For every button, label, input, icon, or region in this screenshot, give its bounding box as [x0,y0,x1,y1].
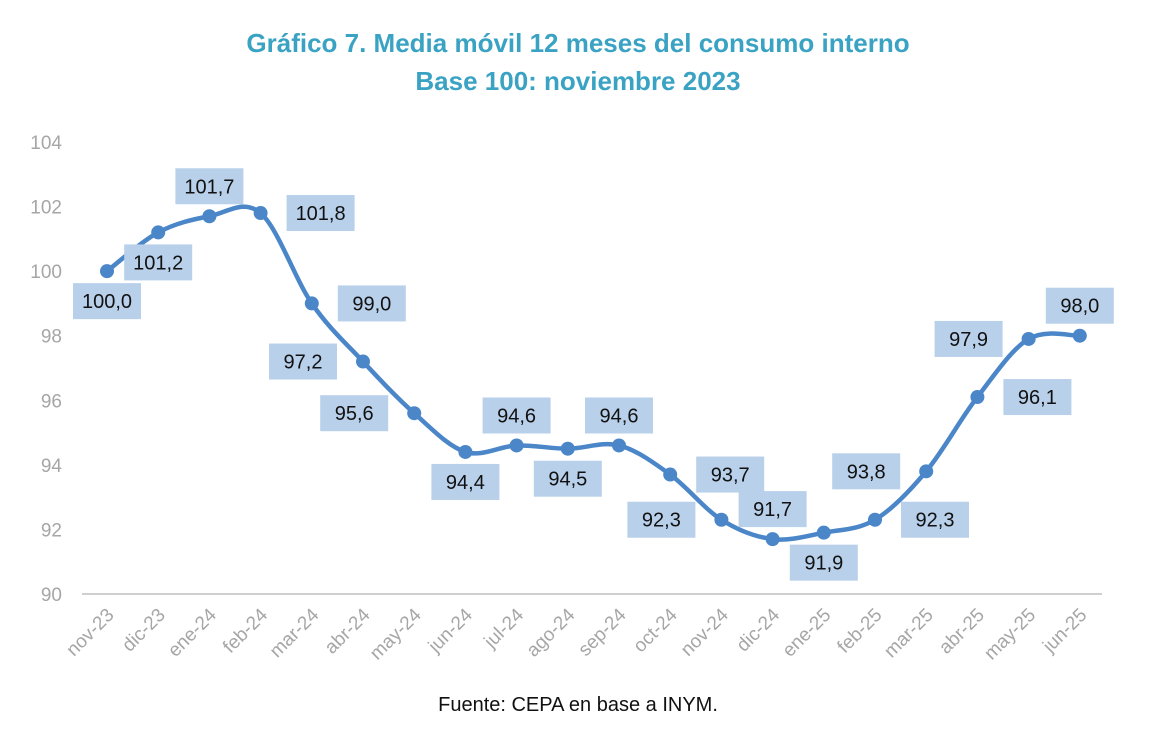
data-label: 101,8 [296,203,346,225]
x-tick-label: jul-24 [480,604,529,653]
data-point [868,512,882,527]
data-label-box [269,343,337,380]
data-label: 100,0 [82,291,132,313]
data-label-box [901,501,969,538]
data-point [151,225,166,240]
data-label: 95,6 [335,403,374,425]
data-point [458,444,473,459]
data-label-box [533,460,602,497]
data-label: 94,5 [548,469,587,491]
y-tick-label: 94 [41,456,63,477]
data-label-box [175,168,244,205]
data-point [356,354,370,369]
x-tick-label: nov-23 [63,605,119,661]
x-tick-label: mar-24 [266,604,324,662]
data-label-box [1045,287,1114,324]
data-label: 92,3 [916,510,955,532]
x-tick-label: feb-25 [834,605,887,658]
data-label-box [789,544,858,581]
data-point [1072,328,1087,343]
data-label-box [124,244,193,281]
data-point [560,441,575,456]
x-tick-label: mar-25 [880,605,937,662]
data-label-box [696,456,765,493]
data-label: 101,2 [133,252,183,274]
x-tick-label: dic-24 [733,604,785,656]
data-label-box [934,320,1003,357]
data-label: 97,9 [949,329,988,351]
x-tick-label: may-25 [980,605,1040,665]
data-label: 92,3 [642,510,681,532]
x-tick-label: jun-24 [424,604,477,657]
data-point [663,467,678,482]
data-label-box [1003,379,1072,416]
data-point [816,525,831,540]
data-label-box [320,395,389,432]
x-tick-label: feb-24 [219,604,272,657]
data-label-box [832,453,901,490]
x-tick-label: may-24 [366,604,426,664]
data-point [509,438,524,453]
data-point [714,512,729,527]
chart-title: Gráfico 7. Media móvil 12 meses del cons… [246,28,910,58]
data-label: 99,0 [352,293,391,315]
data-label-box [73,283,141,320]
data-label: 91,9 [804,553,843,575]
y-tick-label: 102 [30,198,62,219]
data-label: 94,4 [446,472,485,494]
data-point [202,209,217,224]
y-tick-label: 100 [30,262,62,283]
data-label: 91,7 [753,499,792,521]
data-label-box [585,397,653,434]
data-label: 94,6 [600,405,639,427]
data-point [100,264,114,279]
data-point [765,532,780,547]
x-tick-label: sep-24 [575,604,631,660]
data-label: 96,1 [1018,387,1057,409]
data-label-box [738,491,807,528]
x-tick-label: nov-24 [677,604,733,660]
data-label: 93,7 [711,465,750,487]
y-tick-label: 90 [41,585,62,606]
data-label-box [337,285,406,322]
data-label: 94,6 [497,405,536,427]
data-label-box [482,397,551,434]
y-tick-label: 92 [41,520,62,541]
data-point [919,464,934,479]
x-tick-label: ago-24 [523,604,580,661]
x-tick-label: ene-24 [164,604,221,661]
data-label: 97,2 [284,352,323,374]
chart-subtitle: Base 100: noviembre 2023 [415,66,741,96]
data-point [304,296,319,311]
data-point [970,390,985,405]
y-tick-label: 96 [41,391,62,412]
chart-source: Fuente: CEPA en base a INYM. [438,694,718,716]
x-tick-label: oct-24 [630,604,682,656]
data-label-box [627,501,696,538]
y-tick-label: 98 [41,327,62,348]
data-point [253,206,268,221]
x-tick-label: ene-25 [779,605,836,662]
data-label: 98,0 [1060,296,1099,318]
y-tick-label: 104 [30,133,62,154]
data-label-box [286,195,355,232]
data-point [612,438,626,453]
data-label-box [431,463,500,500]
x-tick-label: dic-23 [118,605,169,656]
data-label: 101,7 [184,176,234,198]
x-tick-label: jun-25 [1038,605,1091,658]
data-point [1021,331,1036,346]
data-label: 93,8 [847,461,886,483]
data-point [407,406,422,421]
